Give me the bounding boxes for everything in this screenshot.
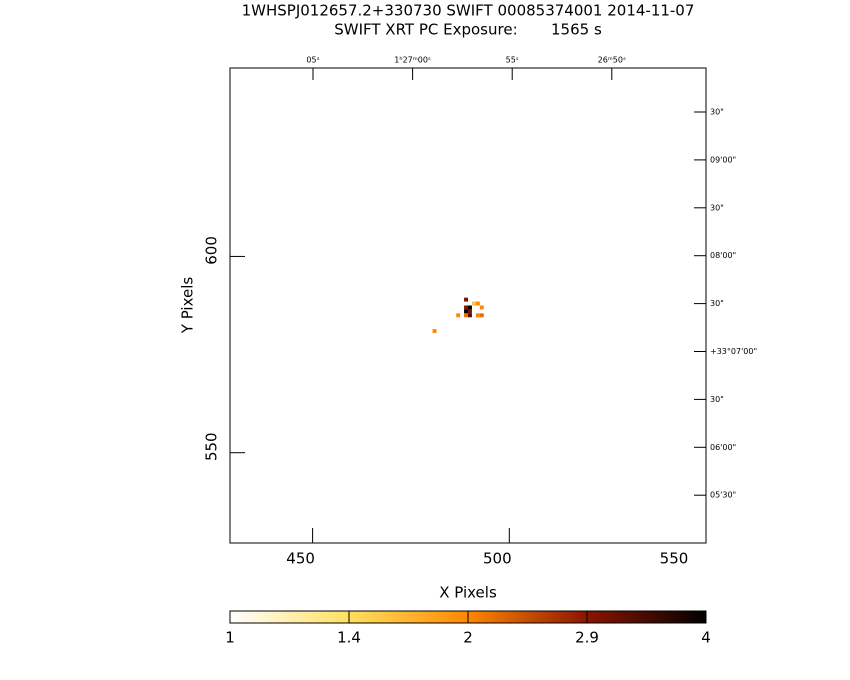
event-pixel	[468, 305, 472, 310]
colorbar-tick-label: 2	[463, 629, 473, 647]
right-tick-label: 09'00"	[710, 155, 736, 164]
x-tick-label: 550	[660, 550, 689, 568]
event-pixel	[475, 301, 480, 306]
event-pixel	[456, 313, 461, 318]
event-pixel	[479, 313, 484, 318]
x-tick-label: 500	[483, 550, 512, 568]
right-tick-label: 08'00"	[710, 251, 736, 260]
event-pixel	[468, 313, 472, 318]
event-pixel	[479, 305, 484, 310]
top-tick-label: 05ˢ	[306, 56, 319, 65]
colorbar-tick-label: 2.9	[575, 629, 599, 647]
x-axis-label: X Pixels	[439, 584, 497, 602]
x-tick-label: 450	[286, 550, 315, 568]
event-pixel	[464, 305, 468, 310]
colorbar-tick-label: 1	[225, 629, 235, 647]
chart-subtitle: SWIFT XRT PC Exposure: 1565 s	[334, 21, 602, 39]
colorbar-tick-label: 4	[701, 629, 711, 647]
top-tick-label: 55ˢ	[506, 56, 519, 65]
right-tick-label: 30"	[710, 203, 724, 212]
top-tick-label: 26ᵐ50ˢ	[598, 56, 626, 65]
event-pixel	[464, 309, 468, 314]
top-tick-label: 1ʰ27ᵐ00ˢ	[394, 56, 431, 65]
event-pixel	[432, 329, 437, 333]
right-tick-label: 05'30"	[710, 491, 736, 500]
colorbar-tick-label: 1.4	[337, 629, 361, 647]
event-pixel	[464, 313, 468, 318]
chart-title: 1WHSPJ012657.2+330730 SWIFT 00085374001 …	[242, 2, 695, 20]
event-pixel	[471, 301, 476, 306]
right-tick-label: 30"	[710, 108, 724, 117]
event-pixel	[475, 313, 480, 318]
right-tick-label: 30"	[710, 395, 724, 404]
right-tick-label: 30"	[710, 299, 724, 308]
y-tick-label: 600	[203, 236, 221, 265]
y-tick-label: 550	[203, 432, 221, 461]
y-axis-label: Y Pixels	[179, 277, 197, 335]
plot-frame	[229, 67, 707, 544]
right-tick-label: 06'00"	[710, 443, 736, 452]
event-pixel	[464, 297, 468, 302]
right-tick-label: +33°07'00"	[710, 347, 757, 356]
event-pixel	[468, 309, 472, 314]
